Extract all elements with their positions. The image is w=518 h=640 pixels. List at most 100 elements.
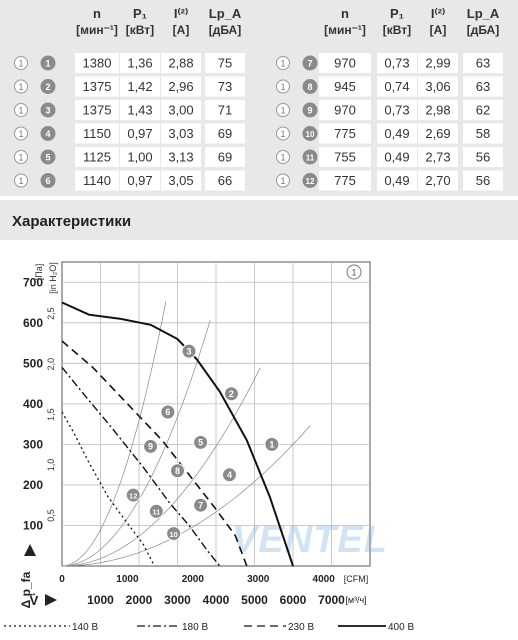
x-tick-label-m3h: 5000 <box>241 593 268 607</box>
curve-ref-label: 1 <box>18 176 23 186</box>
operating-point-marker-label: 1 <box>269 440 274 450</box>
table-cell <box>418 76 458 97</box>
operating-point-marker-label: 9 <box>148 442 153 452</box>
operating-point-marker <box>143 438 159 454</box>
table-cell-value: 1375 <box>83 79 112 94</box>
table-cell <box>377 53 417 73</box>
table-cell <box>161 123 201 144</box>
operating-point-marker-label: 4 <box>227 470 232 480</box>
operating-point-badge-label: 7 <box>307 59 312 69</box>
x-axis-symbol: V̇ <box>30 593 39 608</box>
y-axis-unit-inh2o: [in H₂O] <box>48 262 58 294</box>
performance-chart: VENTEL1234567891011121100200300400500600… <box>4 261 414 633</box>
operating-point-marker-label: 2 <box>229 389 234 399</box>
series-line <box>61 411 155 567</box>
table-cell <box>75 147 119 167</box>
table-cell <box>120 53 160 73</box>
table-cell <box>319 100 371 120</box>
col-header-unit: [A] <box>430 23 447 37</box>
series-line <box>61 340 248 567</box>
table-cell <box>319 76 371 97</box>
operating-point-badge <box>302 79 318 94</box>
table-cell <box>120 100 160 120</box>
curve-ref-icon <box>14 56 28 70</box>
section-title: Характеристики <box>12 213 131 230</box>
curve-ref-icon <box>276 150 290 164</box>
operating-point-badge <box>40 79 56 94</box>
col-header-unit: [дБА] <box>209 23 241 37</box>
y-tick-label-inh2o: 2,5 <box>46 307 56 320</box>
y-tick-label-inh2o: 1,0 <box>46 459 56 472</box>
operating-point-marker <box>170 463 185 479</box>
table-cell-value: 63 <box>476 56 490 71</box>
y-axis-arrow-icon <box>24 544 36 556</box>
curve-ref-icon <box>14 103 28 117</box>
col-header-unit: [A] <box>173 23 190 37</box>
table-cell <box>377 76 417 97</box>
table-cell <box>205 100 245 120</box>
curve-ref-label: 1 <box>280 106 285 116</box>
legend-label: 230 В <box>288 622 314 633</box>
operating-point-badge <box>302 55 318 71</box>
x-tick-label-m3h: 3000 <box>164 593 191 607</box>
table-cell-value: 56 <box>476 173 490 188</box>
col-header-unit: [кВт] <box>126 23 154 37</box>
table-cell <box>463 76 503 97</box>
system-curve <box>62 320 211 567</box>
curve-ref-label: 1 <box>18 153 23 163</box>
table-cell <box>418 100 458 120</box>
table-cell-value: 945 <box>334 79 356 94</box>
table-cell <box>75 123 119 144</box>
table-cell <box>319 147 371 167</box>
y-tick-label-inh2o: 1,5 <box>46 408 56 421</box>
curve-id-label: 1 <box>351 268 356 278</box>
operating-point-badge-label: 12 <box>306 177 315 186</box>
x-axis-arrow-icon <box>45 594 57 606</box>
operating-point-marker-label: 3 <box>187 346 192 356</box>
x-axis-unit-m3h: [м³/ч] <box>345 595 366 605</box>
col-header-unit: [мин⁻¹] <box>76 23 118 37</box>
x-tick-label-cfm: 4000 <box>313 574 336 585</box>
operating-point-marker-label: 11 <box>152 507 160 516</box>
x-tick-label-m3h: 2000 <box>126 593 153 607</box>
col-header-symbol: Lp_A <box>209 6 242 21</box>
table-cell <box>75 76 119 97</box>
operating-point-marker <box>193 434 209 450</box>
table-cell <box>377 147 417 167</box>
table-cell-value: 69 <box>218 126 232 141</box>
table-cell-value: 1,42 <box>127 79 152 94</box>
operating-point-marker <box>160 404 176 420</box>
table-cell <box>319 123 371 144</box>
table-cell-value: 1375 <box>83 103 112 118</box>
curve-ref-label: 1 <box>18 59 23 69</box>
legend-label: 140 В <box>72 622 98 633</box>
x-tick-label-cfm: 3000 <box>247 574 270 585</box>
table-cell-value: 56 <box>476 150 490 165</box>
table-cell-value: 2,88 <box>168 56 193 71</box>
col-header-symbol: I⁽²⁾ <box>431 6 445 21</box>
table-cell-value: 1380 <box>83 56 112 71</box>
curve-ref-icon <box>14 173 28 188</box>
operating-point-badge <box>40 149 56 165</box>
table-cell-value: 1150 <box>83 126 111 141</box>
col-header-symbol: I⁽²⁾ <box>174 6 188 21</box>
table-cell-value: 0,97 <box>127 173 152 188</box>
table-cell <box>205 123 245 144</box>
curve-ref-icon <box>14 79 28 94</box>
x-tick-label-m3h: 6000 <box>280 593 307 607</box>
col-header-symbol: P₁ <box>133 6 147 21</box>
y-tick-label-inh2o: 2,0 <box>46 358 56 371</box>
curve-ref-label: 1 <box>280 176 285 186</box>
operating-point-marker <box>193 497 209 513</box>
y-tick-label-pa: 400 <box>23 397 43 411</box>
curve-ref-label: 1 <box>280 59 285 69</box>
system-curve <box>62 425 311 567</box>
curve-ref-label: 1 <box>280 82 285 92</box>
operating-point-badge-label: 5 <box>45 153 50 163</box>
table-cell <box>463 170 503 191</box>
x-tick-label-m3h: 1000 <box>87 593 114 607</box>
table-cell <box>418 123 458 144</box>
table-cell <box>463 147 503 167</box>
table-cell-value: 775 <box>334 173 356 188</box>
curve-ref-icon <box>276 79 290 94</box>
